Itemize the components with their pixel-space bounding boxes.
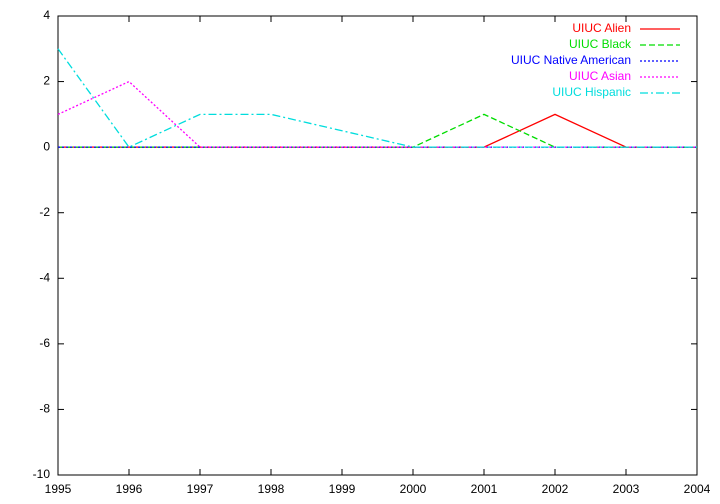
- x-tick-label: 1995: [45, 482, 72, 496]
- x-tick-label: 1998: [258, 482, 285, 496]
- series-line: [57, 48, 697, 148]
- legend-label: UIUC Native American: [511, 53, 631, 67]
- x-tick-label: 2004: [684, 482, 711, 496]
- y-tick-label: -4: [39, 270, 50, 284]
- plot-frame: [57, 15, 698, 476]
- y-tick-label: -10: [33, 467, 51, 481]
- x-tick-label: 1999: [329, 482, 356, 496]
- legend-label: UIUC Black: [569, 37, 632, 51]
- x-tick-label: 2002: [542, 482, 569, 496]
- legend-label: UIUC Asian: [569, 69, 631, 83]
- x-tick-label: 2000: [400, 482, 427, 496]
- series-line: [58, 113, 697, 148]
- x-tick-label: 2003: [613, 482, 640, 496]
- y-tick-label: -8: [39, 402, 50, 416]
- x-tick-label: 1997: [187, 482, 214, 496]
- series-line: [58, 113, 697, 148]
- x-tick-label: 1996: [116, 482, 143, 496]
- y-tick-label: 0: [43, 139, 50, 153]
- legend-label: UIUC Alien: [572, 21, 631, 35]
- y-tick-label: 2: [43, 74, 50, 88]
- x-tick-label: 2001: [471, 482, 498, 496]
- y-tick-label: 4: [43, 8, 50, 22]
- y-tick-label: -6: [39, 336, 50, 350]
- legend-label: UIUC Hispanic: [552, 85, 631, 99]
- y-tick-label: -2: [39, 205, 50, 219]
